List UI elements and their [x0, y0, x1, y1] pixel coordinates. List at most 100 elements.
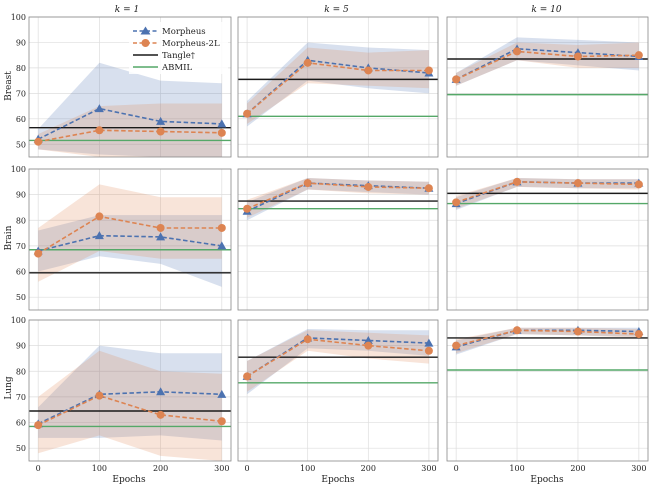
x-tick-label: 100	[92, 464, 107, 473]
x-tick-label: 300	[214, 464, 229, 473]
point-morpheus-2l	[156, 127, 165, 136]
point-morpheus-2l	[217, 128, 226, 137]
point-morpheus	[217, 119, 227, 128]
y-tick-label: 60	[16, 115, 26, 124]
panel-plot-area	[238, 329, 438, 395]
x-tick-label: 200	[570, 464, 585, 473]
row-label-lung: Lung	[4, 376, 14, 400]
line-morpheus	[38, 234, 222, 252]
point-morpheus	[424, 338, 434, 347]
point-morpheus-2l	[634, 330, 643, 339]
legend-marker-morpheus-2l	[141, 39, 150, 47]
line-morpheus	[37, 107, 222, 140]
y-tick-label: 80	[16, 367, 26, 376]
band-morpheus-2l	[247, 330, 429, 392]
point-morpheus	[156, 387, 166, 396]
line-morpheus-2l	[246, 61, 429, 115]
panel-border	[446, 168, 649, 311]
panel-border	[237, 319, 439, 462]
panel-brain-k1: 50 60 70 80 90 100	[11, 165, 232, 311]
panel-background	[447, 169, 648, 310]
x-tick-label: 100	[509, 464, 524, 473]
y-tick-label: 70	[16, 89, 26, 98]
legend-label-morpheus-2l: Morpheus-2L	[162, 39, 220, 49]
point-morpheus-2l	[243, 204, 252, 213]
legend-label-morpheus: Morpheus	[162, 27, 206, 37]
panel-border	[237, 168, 439, 311]
band-morpheus	[38, 215, 222, 287]
point-morpheus-2l	[34, 421, 43, 430]
x-axis-labels: Epochs Epochs Epochs	[112, 475, 564, 485]
y-tick-label: 70	[16, 393, 26, 402]
line-morpheus-2l	[455, 329, 639, 347]
x-tick-label: 300	[421, 464, 436, 473]
panel-border	[446, 16, 649, 158]
y-tick-label: 80	[16, 64, 26, 73]
panel-background	[238, 17, 438, 157]
legend-entry-morpheus: Morpheus	[133, 26, 206, 37]
column-title-k1: k = 1	[115, 5, 139, 15]
point-morpheus-2l	[513, 47, 522, 56]
y-tick-label: 70	[16, 242, 26, 251]
panel-plot-area	[447, 37, 648, 96]
point-morpheus	[94, 104, 104, 113]
point-morpheus	[94, 231, 104, 240]
x-axis-label-col2: Epochs	[321, 475, 355, 485]
legend-entry-tangle: Tangle†	[133, 51, 196, 61]
panel-plot-area	[29, 184, 231, 287]
x-tick-label: 0	[454, 464, 459, 473]
line-morpheus-2l	[37, 394, 222, 426]
point-morpheus-2l	[424, 184, 433, 193]
panel-plot-area	[447, 178, 648, 210]
band-morpheus	[247, 329, 429, 395]
y-tick-label: 80	[16, 216, 26, 225]
point-morpheus-2l	[364, 182, 373, 191]
point-morpheus-2l	[217, 223, 226, 232]
point-morpheus-2l	[424, 66, 433, 75]
row-label-brain: Brain	[4, 225, 14, 250]
point-morpheus-2l	[513, 326, 522, 335]
panel-border	[28, 16, 232, 158]
point-morpheus	[156, 116, 166, 125]
point-morpheus-2l	[634, 180, 643, 189]
point-morpheus-2l	[452, 75, 461, 84]
point-morpheus-2l	[573, 179, 582, 188]
y-tick-label: 50	[16, 293, 26, 302]
x-tick-label: 200	[153, 464, 168, 473]
x-tick-label: 100	[300, 464, 315, 473]
panel-border	[28, 319, 232, 462]
line-morpheus-2l	[37, 215, 222, 255]
row-label-breast: Breast	[4, 71, 14, 101]
panel-background	[238, 169, 438, 310]
column-titles: k = 1 k = 5 k = 10	[115, 5, 562, 15]
line-morpheus-2l	[246, 338, 429, 378]
panel-background	[447, 17, 648, 157]
point-morpheus	[217, 241, 227, 250]
panel-breast-k5	[237, 16, 439, 158]
band-morpheus-2l	[38, 184, 222, 282]
line-morpheus	[37, 390, 222, 425]
point-morpheus-2l	[95, 212, 104, 221]
panel-lung-k1: 50 60 70 80 90 100 0 100 200 300	[11, 316, 232, 473]
point-morpheus-2l	[303, 179, 312, 188]
panel-border	[446, 319, 649, 462]
point-morpheus-2l	[303, 335, 312, 344]
legend-entry-abmil: ABMIL	[133, 63, 192, 73]
panel-background	[29, 320, 231, 461]
column-title-k10: k = 10	[531, 5, 561, 15]
row-labels: Breast Brain Lung	[4, 71, 14, 400]
column-title-k5: k = 5	[324, 5, 349, 15]
band-morpheus	[247, 178, 429, 221]
legend-entry-morpheus-2l: Morpheus-2L	[133, 39, 220, 49]
point-morpheus-2l	[95, 391, 104, 400]
band-morpheus-2l	[247, 47, 429, 124]
y-tick-label: 90	[16, 38, 26, 47]
panel-plot-area	[29, 345, 231, 461]
line-morpheus-2l	[38, 129, 222, 143]
point-morpheus	[156, 232, 166, 241]
point-morpheus-2l	[424, 346, 433, 355]
band-morpheus-2l	[456, 327, 639, 354]
point-morpheus-2l	[364, 341, 373, 350]
line-morpheus-2l	[246, 182, 429, 210]
point-morpheus-2l	[452, 341, 461, 350]
